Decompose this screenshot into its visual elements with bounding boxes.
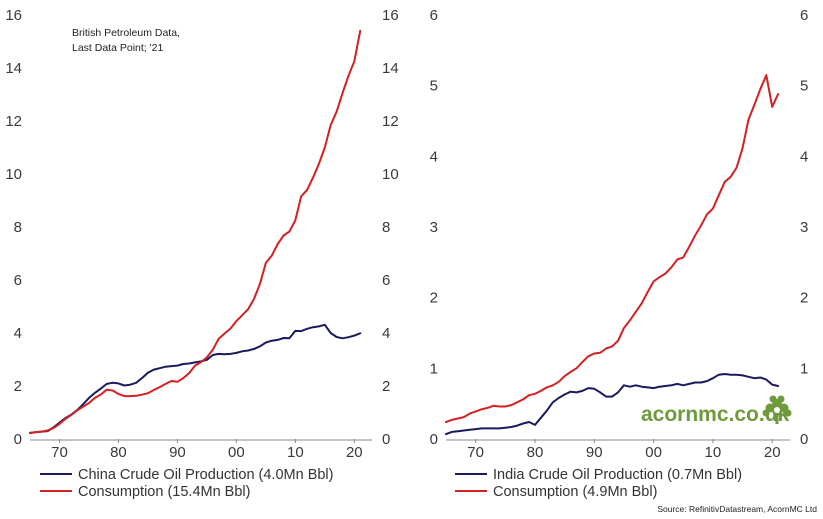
y-tick-label-right: 14 xyxy=(382,60,399,77)
x-tick-label: 70 xyxy=(51,444,68,461)
y-tick-label-left: 1 xyxy=(430,360,438,377)
y-tick-label-left: 2 xyxy=(430,290,438,307)
tree-logo-icon xyxy=(762,395,792,424)
y-tick-label-left: 0 xyxy=(14,431,22,448)
y-tick-label-left: 6 xyxy=(430,7,438,24)
legend: India Crude Oil Production (0.7Mn Bbl) C… xyxy=(455,467,742,500)
x-tick-label: 20 xyxy=(346,444,363,461)
y-tick-label-right: 6 xyxy=(382,272,390,289)
y-tick-label-right: 3 xyxy=(800,219,808,236)
y-tick-label-right: 2 xyxy=(382,378,390,395)
y-tick-label-left: 14 xyxy=(5,60,22,77)
legend-label-consumption: Consumption (15.4Mn Bbl) xyxy=(78,484,250,500)
y-tick-label-right: 12 xyxy=(382,113,399,130)
chart-note-line-2: Last Data Point; '21 xyxy=(72,42,163,54)
y-tick-label-right: 4 xyxy=(800,148,808,165)
y-tick-label-right: 5 xyxy=(800,78,808,95)
y-tick-label-right: 0 xyxy=(382,431,390,448)
x-tick-label: 80 xyxy=(527,444,544,461)
x-tick-label: 00 xyxy=(228,444,245,461)
watermark-text: acornmc.co.uk xyxy=(641,403,790,426)
y-tick-label-right: 2 xyxy=(800,290,808,307)
x-tick-label: 20 xyxy=(764,444,781,461)
legend-label-production: China Crude Oil Production (4.0Mn Bbl) xyxy=(78,467,333,483)
chart-note-line-1: British Petroleum Data, xyxy=(72,27,180,39)
india-oil-chart: 0 01 12 23 34 45 56 670 80 90 00 10 20 India Crude O… xyxy=(430,7,809,500)
y-tick-label-right: 0 xyxy=(800,431,808,448)
y-tick-label-left: 3 xyxy=(430,219,438,236)
production-series-line xyxy=(29,323,362,434)
y-tick-label-left: 8 xyxy=(14,219,22,236)
y-tick-label-left: 0 xyxy=(430,431,438,448)
x-tick-label: 10 xyxy=(705,444,722,461)
x-tick-label: 90 xyxy=(586,444,603,461)
acornmc-watermark: acornmc.co.uk xyxy=(641,395,792,426)
y-tick-label-right: 6 xyxy=(800,7,808,24)
y-tick-label-left: 4 xyxy=(14,325,22,342)
y-tick-label-left: 12 xyxy=(5,113,22,130)
y-tick-label-left: 4 xyxy=(430,148,438,165)
y-tick-label-left: 5 xyxy=(430,78,438,95)
y-tick-label-right: 8 xyxy=(382,219,390,236)
consumption-series-line xyxy=(29,29,362,435)
y-tick-label-right: 10 xyxy=(382,166,399,183)
x-tick-label: 70 xyxy=(467,444,484,461)
x-tick-label: 90 xyxy=(169,444,186,461)
legend-label-consumption: Consumption (4.9Mn Bbl) xyxy=(493,484,657,500)
y-tick-label-left: 6 xyxy=(14,272,22,289)
y-tick-label-left: 16 xyxy=(5,7,22,24)
legend-label-production: India Crude Oil Production (0.7Mn Bbl) xyxy=(493,467,742,483)
source-note: Source: RefinitivDatastream, AcornMC Ltd xyxy=(657,504,817,514)
x-tick-label: 10 xyxy=(287,444,304,461)
y-tick-label-right: 1 xyxy=(800,360,808,377)
x-tick-label: 80 xyxy=(110,444,127,461)
consumption-series-line xyxy=(445,74,780,423)
legend: China Crude Oil Production (4.0Mn Bbl) C… xyxy=(40,467,333,500)
production-series-line xyxy=(445,373,780,436)
y-tick-label-right: 16 xyxy=(382,7,399,24)
y-tick-label-left: 2 xyxy=(14,378,22,395)
x-tick-label: 00 xyxy=(645,444,662,461)
y-tick-label-right: 4 xyxy=(382,325,390,342)
y-tick-label-left: 10 xyxy=(5,166,22,183)
